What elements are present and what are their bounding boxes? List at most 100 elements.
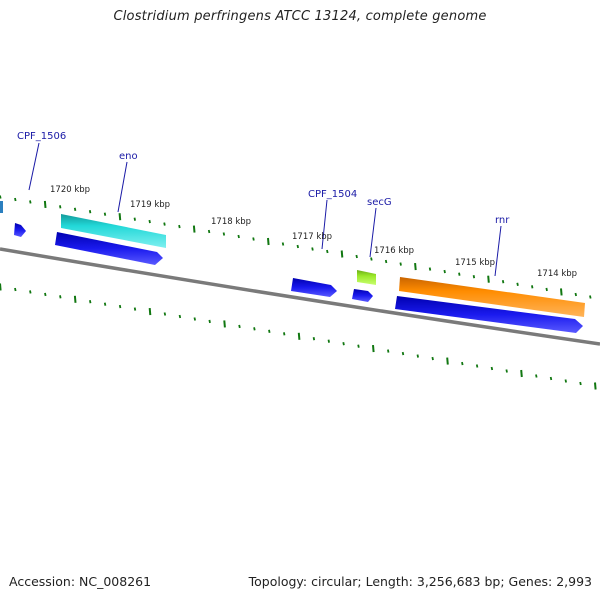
upper-track-tick [326, 249, 329, 254]
cds-arrow-1504 [291, 278, 337, 297]
cds-arrow-eno [55, 232, 163, 265]
upper-track-tick [399, 262, 402, 266]
lower-track-tick [29, 290, 32, 294]
upper-track-tick [384, 259, 388, 264]
lower-track-tick [594, 382, 597, 390]
lower-track-tick [520, 369, 523, 378]
lower-track-tick [579, 381, 582, 386]
lower-track-tick [238, 324, 241, 329]
upper-track-tick [73, 207, 77, 211]
lower-track-tick [505, 369, 508, 373]
upper-track-tick [311, 247, 314, 251]
upper-track-tick [414, 263, 417, 271]
lower-track-tick [148, 308, 152, 316]
lower-track-tick [475, 364, 479, 368]
upper-track-tick [148, 219, 151, 224]
cds-arrow-rnr [395, 296, 583, 333]
upper-track-tick [281, 242, 285, 246]
upper-track-tick [163, 222, 166, 226]
upper-track-tick [443, 269, 446, 274]
lower-track-tick [401, 351, 405, 356]
lower-track-tick [490, 366, 494, 371]
upper-track-tick [545, 287, 548, 292]
upper-track-tick [487, 275, 490, 283]
tick-label-1717: 1717 kbp [292, 232, 332, 242]
lower-track-tick [193, 317, 196, 321]
upper-track-tick [103, 212, 107, 216]
map-title: Clostridium perfringens ATCC 13124, comp… [113, 9, 487, 24]
upper-track-tick [267, 237, 270, 246]
upper-track-tick [472, 275, 476, 279]
lower-track-tick [535, 374, 538, 378]
upper-track-tick [296, 244, 299, 249]
leader-rnr [494, 225, 502, 277]
tick-label-1714: 1714 kbp [537, 269, 577, 279]
upper-track-tick [88, 210, 92, 214]
leader-CPF_1504 [321, 199, 328, 250]
lower-track-tick [208, 319, 211, 324]
leader-eno [117, 161, 128, 213]
upper-track-tick [355, 254, 358, 259]
genome-backbone [0, 247, 600, 346]
lower-track-tick [387, 349, 390, 353]
tick-label-1720: 1720 kbp [50, 185, 90, 195]
gene-secG-bar [357, 270, 376, 285]
accession-text: Accession: NC_008261 [9, 574, 152, 589]
lower-track-tick [0, 283, 2, 291]
lower-track-tick [44, 292, 47, 297]
upper-track-tick [178, 224, 181, 229]
upper-track-tick [0, 195, 2, 199]
upper-track-tick [560, 288, 563, 296]
lower-track-tick [416, 354, 419, 358]
cds-arrow-1506 [14, 223, 26, 237]
lower-track-tick [178, 314, 182, 319]
gene-label-eno: eno [119, 151, 138, 162]
genome-summary-text: Topology: circular; Length: 3,256,683 bp… [248, 574, 592, 589]
lower-track-tick [283, 332, 286, 336]
upper-track-tick [59, 205, 62, 209]
lower-track-tick [372, 345, 375, 353]
cds-arrow-secG [352, 289, 373, 302]
lower-track-tick [133, 307, 137, 311]
tick-label-1715: 1715 kbp [455, 258, 495, 268]
lower-track-tick [327, 339, 330, 343]
leader-secG [369, 207, 377, 258]
lower-track-tick [89, 300, 92, 304]
lower-track-tick [357, 344, 360, 348]
upper-track-tick [501, 280, 505, 284]
upper-track-tick [589, 295, 592, 299]
upper-track-tick [574, 292, 577, 297]
upper-track-tick [222, 232, 226, 236]
upper-track-tick [237, 234, 240, 239]
lower-track-tick [73, 295, 77, 303]
lower-track-tick [59, 295, 62, 299]
gene-eno-bar [61, 214, 166, 248]
lower-track-tick [564, 379, 567, 383]
lower-track-tick [431, 356, 434, 361]
gene-left-edge-fragment [0, 201, 3, 213]
upper-track-tick [516, 282, 519, 286]
upper-track-tick [458, 272, 461, 276]
upper-track-tick [531, 285, 534, 289]
gene-label-secG: secG [367, 197, 392, 208]
leader-CPF_1506 [28, 142, 40, 191]
tick-label-1718: 1718 kbp [211, 217, 251, 227]
upper-track-tick [14, 197, 17, 202]
upper-track-tick [43, 200, 47, 208]
lower-track-tick [446, 357, 449, 365]
gene-label-rnr: rnr [495, 215, 510, 226]
upper-track-tick [192, 225, 196, 233]
tick-label-1716: 1716 kbp [374, 246, 414, 256]
lower-track-tick [253, 327, 256, 331]
lower-track-tick [163, 312, 167, 316]
upper-track-tick [207, 229, 211, 234]
upper-track-tick [133, 217, 136, 221]
gene-rnr-bar [399, 277, 585, 317]
lower-track-tick [223, 320, 226, 328]
lower-track-tick [312, 337, 316, 341]
upper-track-tick [252, 237, 255, 241]
tick-marks [0, 195, 597, 390]
gene-label-CPF_1504: CPF_1504 [308, 189, 357, 200]
lower-track-tick [268, 329, 271, 333]
